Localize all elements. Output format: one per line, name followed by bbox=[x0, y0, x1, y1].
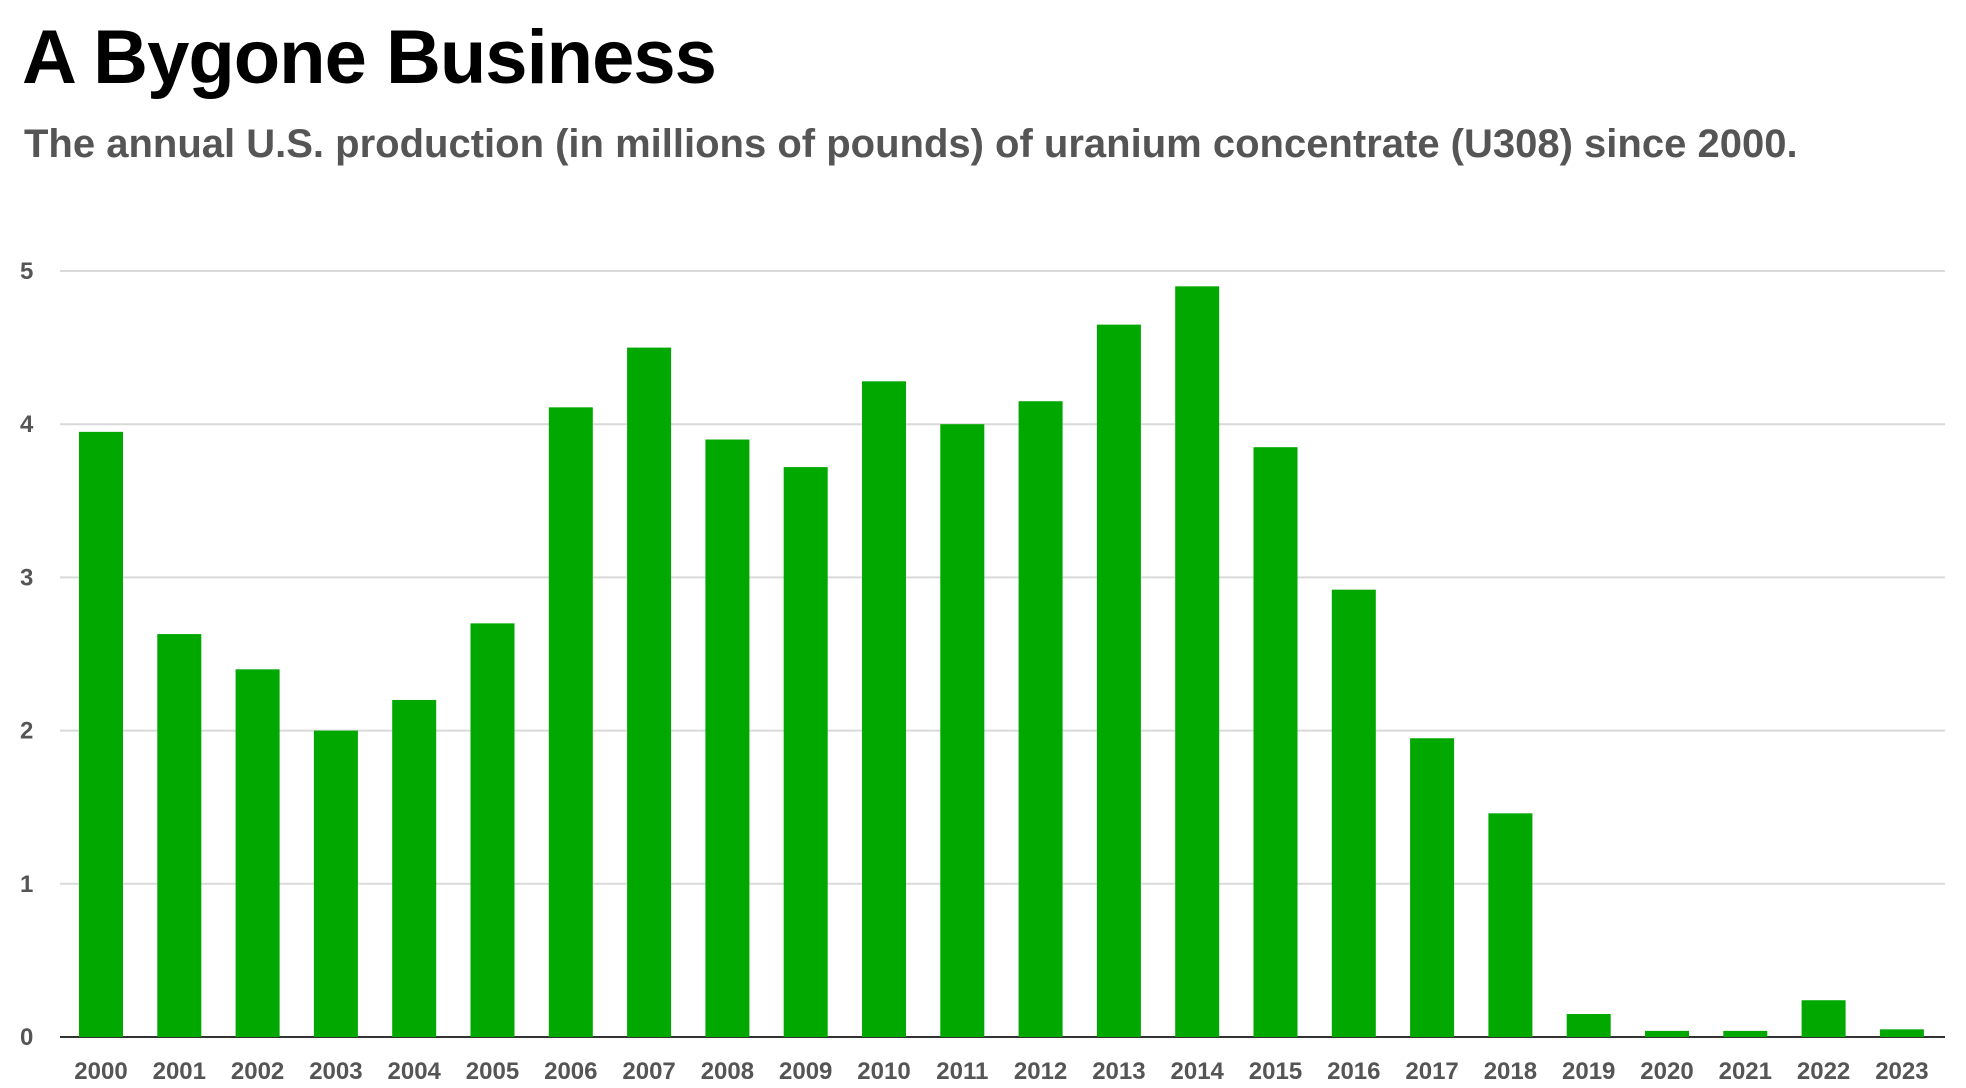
x-tick-label: 2005 bbox=[466, 1058, 519, 1085]
x-tick-label: 2010 bbox=[857, 1058, 910, 1085]
grid-lines bbox=[60, 270, 1945, 1038]
bar-2009 bbox=[783, 467, 828, 1037]
bar-2008 bbox=[705, 439, 750, 1037]
y-tick-label: 0 bbox=[20, 1024, 33, 1051]
chart-subtitle: The annual U.S. production (in millions … bbox=[24, 122, 1798, 166]
bars bbox=[79, 286, 1924, 1038]
x-tick-label: 2019 bbox=[1562, 1058, 1615, 1085]
x-tick-label: 2021 bbox=[1719, 1058, 1772, 1085]
bar-2005 bbox=[470, 623, 515, 1037]
bar-2007 bbox=[627, 347, 672, 1038]
bar-2006 bbox=[548, 407, 593, 1037]
y-axis-ticks: 0 1 2 3 4 5 bbox=[20, 258, 34, 1051]
bar-2019 bbox=[1566, 1014, 1611, 1037]
bar-2013 bbox=[1096, 324, 1141, 1037]
y-tick-label: 5 bbox=[20, 258, 33, 285]
chart-title: A Bygone Business bbox=[22, 15, 717, 100]
bar-2018 bbox=[1488, 813, 1533, 1037]
x-tick-label: 2018 bbox=[1484, 1058, 1537, 1085]
bar-2022 bbox=[1801, 1000, 1846, 1037]
y-tick-label: 3 bbox=[20, 564, 33, 591]
x-tick-label: 2009 bbox=[779, 1058, 832, 1085]
bar-2016 bbox=[1331, 589, 1376, 1037]
bar-2004 bbox=[392, 699, 437, 1037]
y-tick-label: 2 bbox=[20, 718, 33, 745]
x-tick-label: 2007 bbox=[622, 1058, 675, 1085]
x-tick-label: 2016 bbox=[1327, 1058, 1380, 1085]
x-tick-label: 2013 bbox=[1092, 1058, 1145, 1085]
x-tick-label: 2014 bbox=[1171, 1058, 1225, 1085]
x-tick-label: 2020 bbox=[1640, 1058, 1693, 1085]
bar-2011 bbox=[940, 424, 985, 1037]
x-tick-label: 2000 bbox=[74, 1058, 127, 1085]
bar-2023 bbox=[1879, 1029, 1924, 1037]
x-tick-label: 2011 bbox=[936, 1058, 988, 1085]
bar-2002 bbox=[235, 669, 280, 1037]
x-tick-label: 2017 bbox=[1405, 1058, 1458, 1085]
x-tick-label: 2004 bbox=[388, 1058, 442, 1085]
bar-2015 bbox=[1253, 447, 1298, 1037]
x-tick-label: 2006 bbox=[544, 1058, 597, 1085]
x-tick-label: 2008 bbox=[701, 1058, 754, 1085]
x-tick-label: 2022 bbox=[1797, 1058, 1850, 1085]
bar-2020 bbox=[1645, 1030, 1689, 1037]
x-tick-label: 2023 bbox=[1875, 1058, 1928, 1085]
x-tick-label: 2002 bbox=[231, 1058, 284, 1085]
x-tick-label: 2012 bbox=[1014, 1058, 1067, 1085]
x-tick-label: 2003 bbox=[309, 1058, 362, 1085]
x-tick-label: 2015 bbox=[1249, 1058, 1302, 1085]
y-tick-label: 1 bbox=[20, 871, 33, 898]
bar-2014 bbox=[1175, 286, 1220, 1037]
x-axis-ticks: 2000 2001 2002 2003 2004 2005 2006 2007 2008 2009… bbox=[74, 1058, 1928, 1085]
bar-2000 bbox=[79, 431, 123, 1037]
bar-2021 bbox=[1723, 1030, 1768, 1037]
x-tick-label: 2001 bbox=[153, 1058, 206, 1085]
bar-2001 bbox=[157, 634, 202, 1037]
y-tick-label: 4 bbox=[20, 411, 34, 438]
bar-2003 bbox=[313, 730, 358, 1037]
bar-2010 bbox=[862, 381, 906, 1038]
bar-2017 bbox=[1410, 738, 1455, 1037]
bar-2012 bbox=[1018, 401, 1063, 1038]
